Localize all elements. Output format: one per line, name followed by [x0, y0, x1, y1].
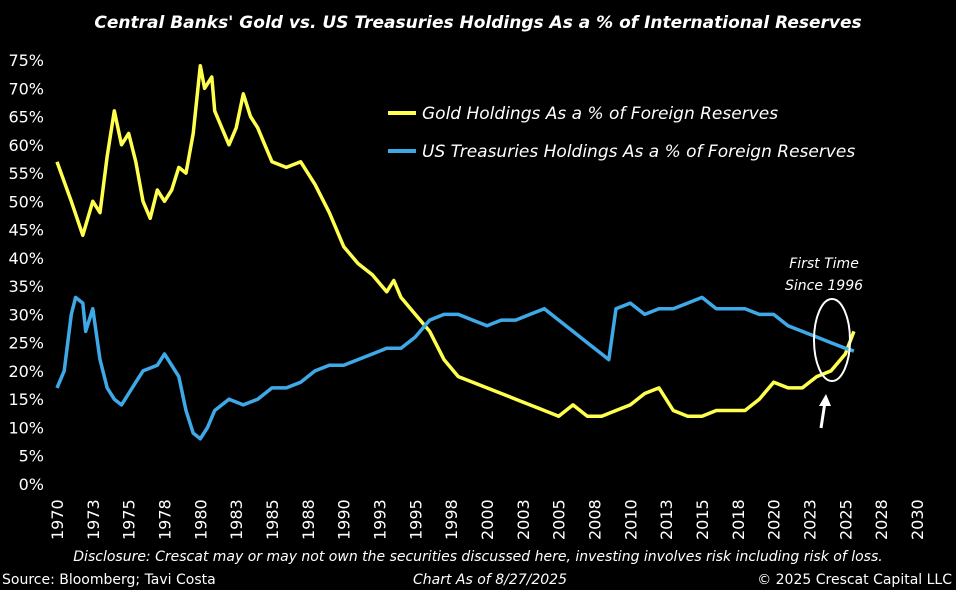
y-tick-label: 0% — [19, 475, 44, 494]
y-tick-label: 55% — [8, 164, 44, 183]
y-tick-label: 40% — [8, 249, 44, 268]
x-tick-label: 2023 — [801, 499, 820, 540]
x-tick-label: 2000 — [478, 499, 497, 540]
legend-label-treasuries: US Treasuries Holdings As a % of Foreign… — [422, 142, 855, 162]
x-tick-label: 2010 — [621, 499, 640, 540]
y-tick-label: 65% — [8, 108, 44, 127]
x-tick-label: 1990 — [335, 499, 354, 540]
y-tick-label: 15% — [8, 390, 44, 409]
legend-label-gold: Gold Holdings As a % of Foreign Reserves — [422, 104, 778, 124]
chart-date: Chart As of 8/27/2025 — [413, 572, 567, 588]
y-tick-label: 5% — [19, 447, 44, 466]
y-tick-label: 50% — [8, 192, 44, 211]
annotation: First Time Since 1996 — [785, 256, 863, 429]
y-tick-label: 70% — [8, 79, 44, 98]
y-tick-label: 75% — [8, 51, 44, 70]
copyright: © 2025 Crescat Capital LLC — [757, 572, 952, 588]
x-tick-label: 1973 — [84, 499, 103, 540]
legend: Gold Holdings As a % of Foreign Reserves… — [388, 104, 855, 162]
x-tick-label: 1970 — [48, 499, 67, 540]
x-tick-label: 1978 — [156, 499, 175, 540]
annotation-ellipse — [813, 298, 851, 382]
x-tick-label: 2020 — [765, 499, 784, 540]
x-tick-label: 1985 — [263, 499, 282, 540]
x-tick-label: 2003 — [514, 499, 533, 540]
y-tick-label: 60% — [8, 136, 44, 155]
annotation-arrow-icon — [819, 394, 831, 406]
x-tick-label: 2028 — [872, 499, 891, 540]
series-line-treasuries — [55, 295, 855, 441]
series-line-gold — [55, 63, 856, 418]
annotation-line-1: First Time — [789, 256, 859, 272]
annotation-arrow-shaft — [819, 401, 827, 429]
y-tick-label: 45% — [8, 221, 44, 240]
y-tick-label: 30% — [8, 305, 44, 324]
y-tick-label: 35% — [8, 277, 44, 296]
x-tick-label: 2013 — [657, 499, 676, 540]
x-tick-label: 1980 — [191, 499, 210, 540]
x-tick-label: 2015 — [693, 499, 712, 540]
y-tick-label: 10% — [8, 418, 44, 437]
source: Source: Bloomberg; Tavi Costa — [2, 572, 216, 588]
x-tick-label: 2018 — [729, 499, 748, 540]
x-tick-label: 1995 — [406, 499, 425, 540]
annotation-line-2: Since 1996 — [785, 278, 863, 294]
x-tick-label: 2030 — [908, 499, 927, 540]
disclosure: Disclosure: Crescat may or may not own t… — [73, 549, 882, 565]
x-tick-label: 2008 — [586, 499, 605, 540]
x-tick-label: 1983 — [227, 499, 246, 540]
x-tick-label: 2005 — [550, 499, 569, 540]
x-tick-label: 1993 — [371, 499, 390, 540]
x-tick-label: 2025 — [836, 499, 855, 540]
x-tick-label: 1988 — [299, 499, 318, 540]
chart-title: Central Banks' Gold vs. US Treasuries Ho… — [94, 13, 861, 33]
y-tick-label: 20% — [8, 362, 44, 381]
y-tick-label: 25% — [8, 334, 44, 353]
x-tick-label: 1975 — [120, 499, 139, 540]
x-tick-label: 1998 — [442, 499, 461, 540]
